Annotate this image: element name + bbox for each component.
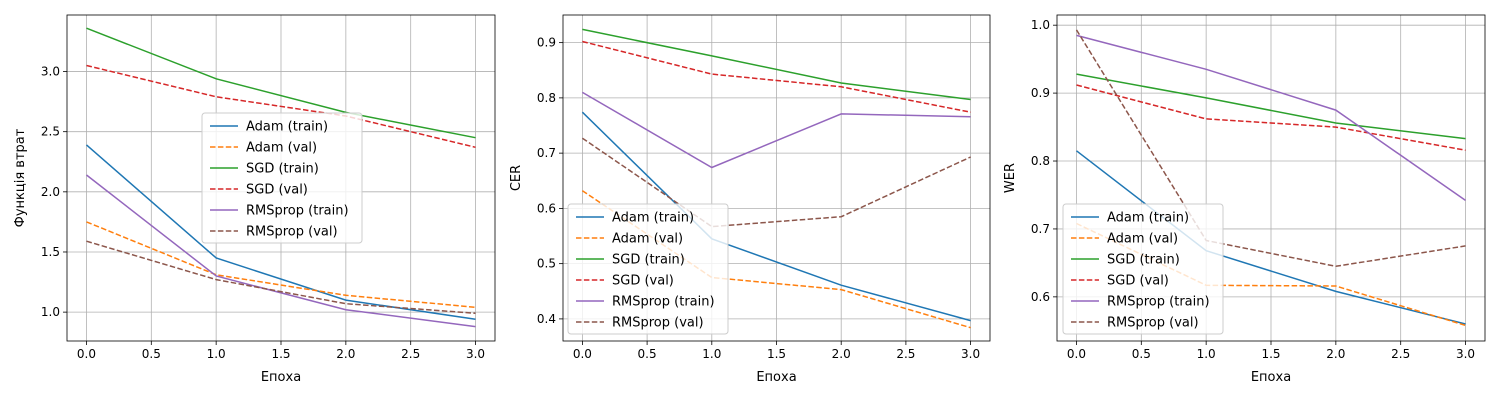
legend-label: RMSprop (train) [1107,295,1210,310]
legend: Adam (train) Adam (val) SGD (train) SGD (va… [567,203,729,335]
y-tick-label: 1.0 [1031,18,1050,32]
legend-label: SGD (train) [1107,253,1180,268]
y-tick-label: 2.0 [41,185,60,199]
x-tick-label: 3.0 [961,347,980,361]
legend-label: RMSprop (val) [1107,316,1199,331]
x-tick-label: 1.0 [1197,347,1216,361]
legend-label: Adam (val) [246,141,317,156]
y-tick-label: 0.8 [537,91,556,105]
legend-label: SGD (val) [246,183,308,198]
legend-label: Adam (train) [1107,211,1189,226]
legend-label: Adam (train) [246,120,328,135]
x-tick-label: 0.5 [1132,347,1151,361]
series-line-4 [1076,34,1466,202]
x-tick-label: 1.5 [271,347,290,361]
x-tick-label: 0.0 [77,347,96,361]
y-tick-label: 0.7 [1031,222,1050,236]
y-tick-label: 0.6 [537,201,556,215]
series-line-0 [581,111,971,322]
series-line-4 [86,174,476,328]
series-line-3 [582,40,971,113]
legend-label: RMSprop (val) [612,316,704,331]
x-axis-label: Епоха [1251,370,1291,385]
series-line-4 [582,91,971,169]
x-tick-label: 1.5 [1261,347,1280,361]
legend-box [567,203,729,335]
y-tick-label: 2.5 [41,125,60,139]
legend-label: RMSprop (train) [246,204,349,219]
x-tick-label: 2.0 [1326,347,1345,361]
y-tick-label: 1.5 [41,245,60,259]
series-line-1 [86,221,476,309]
y-tick-label: 3.0 [41,65,60,79]
x-axis-label: Епоха [756,370,796,385]
y-tick-label: 0.9 [537,36,556,50]
x-tick-label: 0.0 [1067,347,1086,361]
series-line-3 [1076,84,1466,151]
x-tick-label: 2.5 [1391,347,1410,361]
x-tick-label: 1.0 [702,347,721,361]
series-line-0 [86,144,476,321]
legend-label: RMSprop (train) [612,295,715,310]
legend-label: Adam (train) [612,211,694,226]
legend-label: SGD (val) [1107,274,1169,289]
series-line-0 [1076,150,1466,325]
y-tick-label: 0.7 [537,146,556,160]
x-tick-label: 1.5 [767,347,786,361]
x-tick-label: 3.0 [1456,347,1475,361]
x-tick-label: 2.5 [896,347,915,361]
legend: Adam (train) Adam (val) SGD (train) SGD (va… [201,112,363,244]
x-tick-label: 2.0 [336,347,355,361]
x-tick-label: 0.0 [573,347,592,361]
legend-label: Adam (val) [1107,232,1178,247]
legend-label: RMSprop (val) [246,225,338,240]
wer-chart: 0.0 0.5 1.0 1.5 2.0 2.5 3.0 0.6 0.7 0.8 0.9 1.0 Епох… [1003,14,1486,385]
legend: Adam (train) Adam (val) SGD (train) SGD (va… [1062,203,1224,335]
cer-chart: 0.0 0.5 1.0 1.5 2.0 2.5 3.0 0.4 0.5 0.6 0.7 0.8 0.9 Е… [509,14,991,385]
series-line-3 [86,64,476,149]
legend-box [1062,203,1224,335]
y-axis-label: WER [1003,163,1018,193]
x-axis-label: Епоха [261,370,301,385]
series-line-5 [581,137,971,228]
y-tick-label: 0.6 [1031,290,1050,304]
series-line-2 [1076,73,1466,140]
series-line-5 [1075,29,1466,268]
legend-label: SGD (train) [612,253,685,268]
y-axis-label: Функція втрат [13,128,28,227]
x-tick-label: 3.0 [466,347,485,361]
y-tick-label: 1.0 [41,305,60,319]
y-tick-label: 0.4 [537,312,556,326]
x-tick-label: 2.0 [832,347,851,361]
loss-chart: 0.0 0.5 1.0 1.5 2.0 2.5 3.0 1.0 1.5 2.0 2.5 3.0 Епох… [13,14,496,385]
series-line-2 [86,27,476,139]
x-tick-label: 0.5 [142,347,161,361]
y-tick-label: 0.9 [1031,86,1050,100]
legend-label: SGD (train) [246,162,319,177]
y-axis-label: CER [509,165,524,191]
x-tick-label: 1.0 [207,347,226,361]
legend-label: Adam (val) [612,232,683,247]
y-tick-label: 0.5 [537,257,556,271]
legend-box [201,112,363,244]
y-tick-label: 0.8 [1031,154,1050,168]
series-line-5 [86,240,476,315]
x-tick-label: 2.5 [401,347,420,361]
x-tick-label: 0.5 [638,347,657,361]
series-line-2 [582,28,971,101]
legend-label: SGD (val) [612,274,674,289]
